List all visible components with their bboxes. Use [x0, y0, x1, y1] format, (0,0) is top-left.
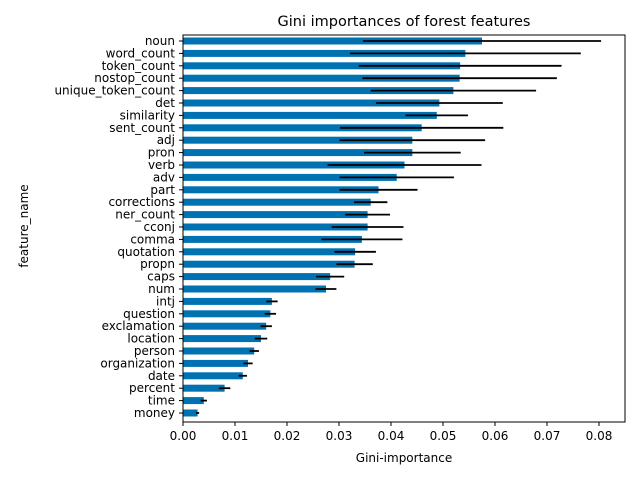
- x-tick-label: 0.01: [222, 429, 249, 443]
- y-tick-label: word_count: [106, 46, 176, 60]
- bar-pron: [183, 149, 413, 157]
- y-ticks-group: nounword_counttoken_countnostop_countuni…: [54, 34, 183, 420]
- bar-money: [183, 409, 198, 417]
- y-tick-label: organization: [100, 356, 175, 370]
- y-tick-label: quotation: [117, 245, 175, 259]
- plot-frame: [182, 34, 626, 423]
- bar-exclamation: [183, 322, 267, 330]
- y-tick-label: verb: [148, 158, 175, 172]
- bar-num: [183, 285, 326, 293]
- y-tick-label: location: [127, 332, 175, 346]
- bar-nostop-count: [183, 74, 460, 82]
- bar-cconj: [183, 223, 368, 231]
- y-tick-label: pron: [148, 146, 175, 160]
- x-tick-label: 0.04: [378, 429, 405, 443]
- bar-ner-count: [183, 211, 368, 219]
- bar-intj: [183, 297, 272, 305]
- bar-similarity: [183, 111, 437, 119]
- bar-det: [183, 99, 440, 107]
- y-tick-label: adv: [153, 170, 175, 184]
- bar-comma: [183, 235, 362, 243]
- y-tick-label: sent_count: [109, 121, 175, 135]
- y-tick-label: unique_token_count: [54, 84, 175, 98]
- y-tick-label: cconj: [144, 220, 175, 234]
- bar-caps: [183, 273, 331, 281]
- y-tick-label: nostop_count: [94, 71, 175, 85]
- y-tick-label: adj: [157, 133, 175, 147]
- bar-token-count: [183, 62, 461, 70]
- y-tick-label: comma: [130, 232, 175, 246]
- bar-organization: [183, 359, 248, 367]
- bar-word-count: [183, 49, 466, 57]
- chart-title: Gini importances of forest features: [278, 14, 531, 30]
- y-tick-label: ner_count: [115, 208, 175, 222]
- bar-adj: [183, 136, 413, 144]
- y-tick-label: det: [155, 96, 175, 110]
- y-tick-label: token_count: [102, 59, 176, 73]
- y-tick-label: corrections: [108, 195, 175, 209]
- y-tick-label: noun: [145, 34, 175, 48]
- x-tick-label: 0.05: [430, 429, 457, 443]
- bar-noun: [183, 37, 482, 45]
- bar-question: [183, 310, 271, 318]
- y-tick-label: question: [123, 307, 175, 321]
- bar-unique-token-count: [183, 87, 454, 95]
- bar-propn: [183, 260, 355, 268]
- x-tick-label: 0.02: [274, 429, 301, 443]
- bar-verb: [183, 161, 405, 169]
- y-axis-label: feature_name: [17, 184, 31, 267]
- x-tick-label: 0.08: [586, 429, 613, 443]
- x-tick-label: 0.07: [534, 429, 561, 443]
- bar-time: [183, 397, 204, 405]
- bar-adv: [183, 173, 397, 181]
- bar-location: [183, 335, 261, 343]
- y-tick-label: similarity: [120, 108, 175, 122]
- bar-sent-count: [183, 124, 422, 132]
- x-tick-label: 0.00: [170, 429, 197, 443]
- y-tick-label: num: [148, 282, 175, 296]
- bar-corrections: [183, 198, 371, 206]
- bar-person: [183, 347, 255, 355]
- y-tick-label: exclamation: [102, 319, 175, 333]
- y-tick-label: propn: [140, 257, 175, 271]
- x-axis-label: Gini-importance: [356, 451, 452, 465]
- y-tick-label: time: [148, 394, 175, 408]
- bar-part: [183, 186, 379, 194]
- bars-group: [183, 37, 482, 417]
- x-tick-label: 0.03: [326, 429, 353, 443]
- y-tick-label: date: [148, 369, 175, 383]
- y-tick-label: caps: [147, 270, 175, 284]
- bar-quotation: [183, 248, 356, 256]
- y-tick-label: person: [134, 344, 175, 358]
- y-tick-label: part: [150, 183, 175, 197]
- y-tick-label: money: [134, 406, 175, 420]
- y-tick-label: percent: [129, 381, 175, 395]
- x-ticks-group: 0.00 0.01 0.02 0.03 0.04 0.05 0.06 0.07 0.08: [170, 422, 613, 443]
- bar-percent: [183, 384, 225, 392]
- y-tick-label: intj: [156, 294, 175, 308]
- x-tick-label: 0.06: [482, 429, 509, 443]
- error-bars-group: [196, 40, 602, 414]
- bar-date: [183, 372, 243, 380]
